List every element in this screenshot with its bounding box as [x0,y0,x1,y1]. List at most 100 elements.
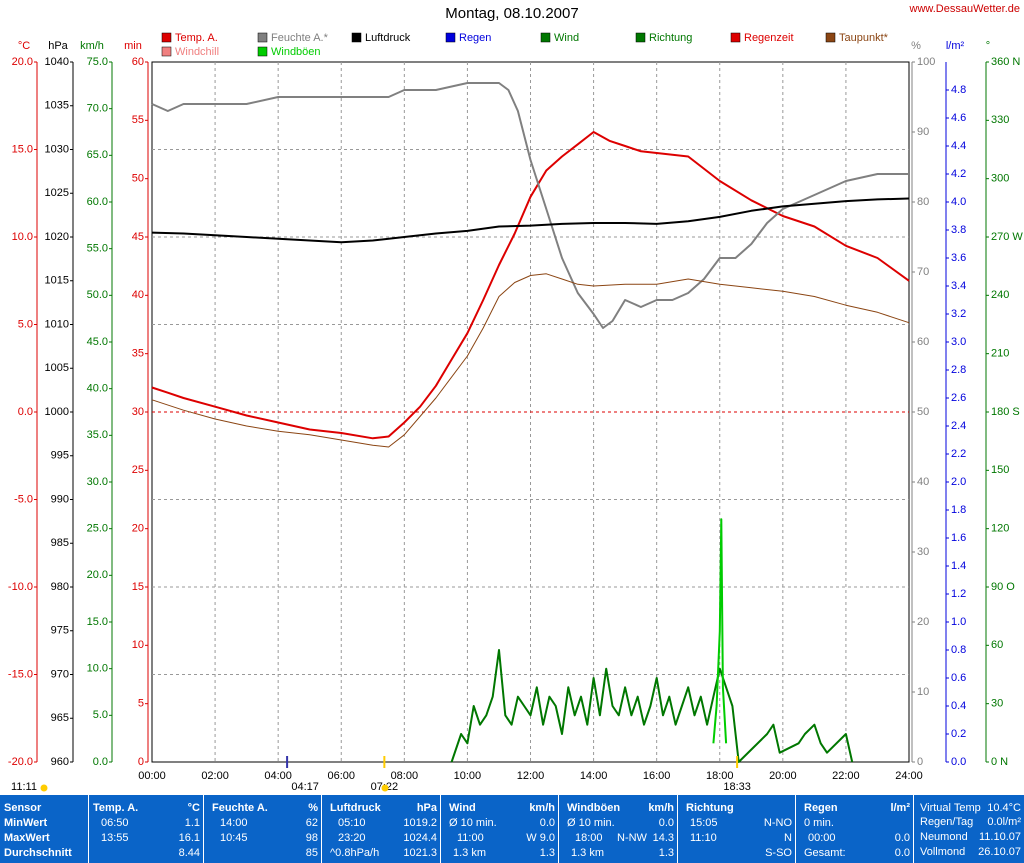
temp-unit: °C [187,802,200,814]
rain-tick-label: 3.2 [951,308,966,320]
temp-tick-label: -15.0 [8,668,33,680]
col-wind: Wind km/h Ø 10 min. 0.0 11:00 W 9.0 1.3 km 1… [440,795,559,863]
temp-tick-label: 20.0 [12,56,33,68]
wind-tick-label: 20.0 [87,569,108,581]
rain-tick-label: 3.8 [951,224,966,236]
wind-unit: km/h [529,802,555,814]
humidity-tick-label: 60 [917,336,929,348]
direction-tick-label: 300 [991,173,1009,185]
x-tick-label: 18:00 [706,770,734,782]
x-tick-label: 02:00 [201,770,229,782]
temp-tick-label: 10.0 [12,231,33,243]
legend-label: Feuchte A.* [271,32,329,44]
rain-tick-label: 1.4 [951,560,966,572]
min-tick-label: 5 [138,698,144,710]
temp-max-time: 13:55 [101,832,129,844]
gusts-unit: km/h [648,802,674,814]
wind-axis-unit: km/h [80,40,104,52]
temp-tick-label: 0.0 [18,406,33,418]
gusts-header: Windböen [567,802,621,814]
weather-chart: 00:00 02:00 04:00 06:00 08:00 10:00 12:00 14:00… [8,32,1023,793]
rain-tick-label: 2.4 [951,420,966,432]
rain-per-day-label: Regen/Tag [920,816,974,828]
rain-tick-label: 4.0 [951,196,966,208]
min-tick-label: 20 [132,523,144,535]
wind-tick-label: 10.0 [87,663,108,675]
pressure-tick-label: 990 [51,493,69,505]
sunset-label: 18:33 [723,781,751,793]
pressure-min-value: 1019.2 [403,817,437,829]
x-tick-label: 20:00 [769,770,797,782]
x-tick-label: 22:00 [832,770,860,782]
rain-per-day-value: 0.0l/m² [987,816,1021,828]
wind-tick-label: 45.0 [87,336,108,348]
min-tick-label: 0 [138,756,144,768]
x-tick-label: 08:00 [391,770,419,782]
direction-tick-label: 180 S [991,406,1020,418]
row-label-max: MaxWert [4,832,50,844]
direction-max-time: 11:10 [690,832,717,844]
rain-max-value: 0.0 [894,832,910,844]
rain-axis-unit: l/m² [946,40,965,52]
legend-swatch [351,32,362,43]
humidity-tick-label: 40 [917,476,929,488]
series-line [151,82,909,329]
legend-swatch [540,32,551,43]
pressure-unit: hPa [416,802,437,814]
pressure-tick-label: 1010 [45,318,69,330]
col-rain: Regen l/m² 0 min. 00:00 0.0 Gesamt: 0.0 [795,795,914,863]
humidity-tick-label: 10 [917,686,929,698]
col-gusts: Windböen km/h Ø 10 min. 0.0 18:00 N-NW 14.3 … [558,795,678,863]
sun-icon [381,784,389,792]
min-tick-label: 60 [132,56,144,68]
direction-header: Richtung [686,802,734,814]
rain-tick-label: 2.0 [951,476,966,488]
pressure-tick-label: 1015 [45,275,69,287]
rain-min-label: 0 min. [804,817,834,829]
rain-tick-label: 3.0 [951,336,966,348]
temp-min-value: 1.1 [184,817,200,829]
wind-max-time: 11:00 [457,832,484,844]
moon-icon [40,784,48,792]
rain-total-value: 0.0 [894,847,910,859]
pressure-tick-label: 1035 [45,100,69,112]
legend-swatch [445,32,456,43]
humidity-axis-unit: % [911,40,921,52]
pressure-tick-label: 960 [51,756,69,768]
direction-tick-label: 30 [991,698,1003,710]
wind-tick-label: 40.0 [87,383,108,395]
rain-tick-label: 0.8 [951,644,966,656]
temp-tick-label: 5.0 [18,318,33,330]
direction-max-value: N [784,832,792,844]
rain-max-time: 00:00 [808,832,836,844]
temp-tick-label: -5.0 [14,493,33,505]
wind-avg10-value: 0.0 [539,817,555,829]
temp-avg-value: 8.44 [178,847,200,859]
pressure-tick-label: 1020 [45,231,69,243]
rain-tick-label: 0.6 [951,672,966,684]
pressure-tick-label: 1000 [45,406,69,418]
x-tick-label: 00:00 [138,770,166,782]
pressure-tick-label: 970 [51,668,69,680]
legend-swatch [161,32,172,43]
rain-total-label: Gesamt: [804,847,846,859]
humidity-min-time: 14:00 [220,817,248,829]
site-url[interactable]: www.DessauWetter.de [909,3,1020,15]
rain-tick-label: 2.6 [951,392,966,404]
wind-tick-label: 55.0 [87,243,108,255]
pressure-tick-label: 995 [51,450,69,462]
pressure-axis-unit: hPa [48,40,68,52]
full-moon-date: 26.10.07 [978,846,1021,858]
pressure-tick-label: 965 [51,712,69,724]
gusts-avg10-label: Ø 10 min. [567,817,615,829]
min-tick-label: 25 [132,464,144,476]
humidity-max-time: 10:45 [220,832,248,844]
gusts-avg10-value: 0.0 [658,817,674,829]
direction-min-value: N-NO [763,817,792,829]
gusts-max-time: 18:00 [575,832,603,844]
direction-tick-label: 0 N [991,756,1008,768]
legend-label: Windchill [175,46,219,58]
humidity-unit: % [308,802,318,814]
gusts-avg-value: 1.3 [658,847,674,859]
wind-tick-label: 50.0 [87,289,108,301]
